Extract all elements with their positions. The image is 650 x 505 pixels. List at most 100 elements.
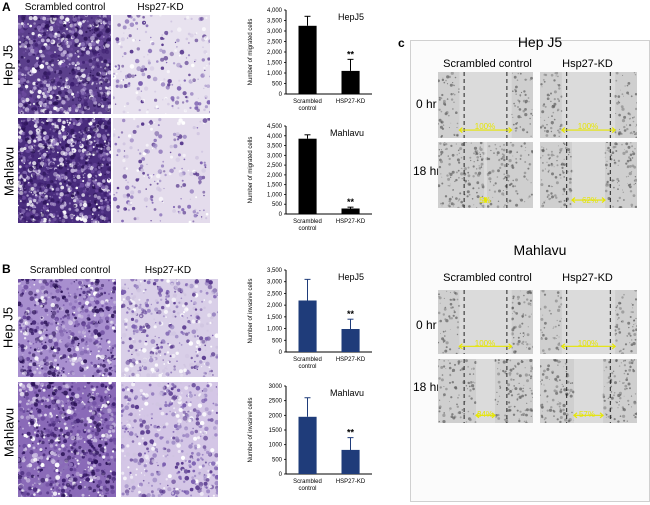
cell-dot <box>87 178 91 182</box>
cell-dot <box>19 400 22 403</box>
cell-dot <box>88 330 90 332</box>
cell-dot <box>68 373 69 374</box>
category-label: HSP27-KD <box>336 219 366 225</box>
cell-dot <box>71 446 74 449</box>
cell-dot <box>180 301 183 304</box>
cell-dot <box>52 346 53 347</box>
cell-dot <box>91 332 93 334</box>
cell-dot <box>57 215 60 218</box>
cell-dot <box>87 429 90 432</box>
micrograph-b-mahlavu-control <box>18 382 116 497</box>
cell-dot <box>24 121 28 125</box>
cell-dot <box>165 332 169 336</box>
cell-dot <box>43 160 44 161</box>
cell-dot <box>18 16 19 18</box>
cell-dot <box>43 389 46 392</box>
cell-dot <box>166 62 167 63</box>
cell-dot <box>112 471 116 476</box>
cell-dot <box>99 317 101 319</box>
cell-dot <box>74 212 76 214</box>
cell-dot <box>155 348 157 350</box>
cell-dot <box>62 467 66 471</box>
cell-dot <box>192 461 196 465</box>
cell-dot <box>20 344 24 348</box>
cell-dot <box>38 371 41 374</box>
cell-dot <box>22 478 24 480</box>
cell-dot <box>18 118 20 121</box>
cell-dot <box>153 144 158 149</box>
cell-dot <box>67 348 71 352</box>
cell-dot <box>162 38 164 40</box>
cell-dot <box>74 441 77 444</box>
cell-dot <box>125 19 130 24</box>
cell-dot <box>134 433 137 436</box>
cell-dot <box>44 321 48 325</box>
cell-dot <box>157 480 160 483</box>
cell-dot <box>159 483 161 485</box>
cell-dot <box>161 279 164 282</box>
cell-dot <box>70 177 71 178</box>
cell-dot <box>21 56 24 59</box>
cell-dot <box>57 152 59 154</box>
cell-dot <box>90 354 91 355</box>
cell-dot <box>158 169 163 174</box>
cell-dot <box>35 82 38 85</box>
cell-dot <box>60 318 62 320</box>
cell-dot <box>47 414 51 418</box>
cell-dot <box>43 453 46 456</box>
cell-dot <box>126 424 131 429</box>
cell-dot <box>41 441 45 445</box>
cell-dot <box>41 120 42 121</box>
cell-dot <box>53 106 57 110</box>
cell-dot <box>83 69 85 71</box>
cell-dot <box>18 494 21 497</box>
cell-dot <box>132 207 135 210</box>
cell-dot <box>65 310 69 314</box>
cell-dot <box>58 119 62 123</box>
cell-dot <box>36 198 38 200</box>
cell-dot <box>61 100 65 104</box>
cell-dot <box>28 467 31 470</box>
cell-dot <box>100 382 101 383</box>
cell-dot <box>45 122 48 125</box>
cell-dot <box>22 386 26 390</box>
cell-dot <box>79 83 81 85</box>
cell-dot <box>202 58 205 61</box>
cell-dot <box>84 480 85 481</box>
cell-dot <box>88 466 90 468</box>
cell-dot <box>191 18 193 20</box>
cell-dot <box>88 293 90 295</box>
cell-dot <box>181 168 183 170</box>
cell-dot <box>34 402 38 406</box>
cell-dot <box>98 54 100 56</box>
cell-dot <box>135 285 139 289</box>
cell-dot <box>72 119 76 123</box>
category-label: HSP27-KD <box>336 99 366 105</box>
cell-dot <box>78 441 80 443</box>
cell-dot <box>76 279 78 281</box>
cell-dot <box>155 448 158 451</box>
cell-dot <box>161 67 164 70</box>
cell-dot <box>58 55 60 57</box>
cell-dot <box>39 152 41 154</box>
cell-dot <box>89 398 93 402</box>
cell-dot <box>130 389 133 392</box>
cell-dot <box>70 97 72 99</box>
cell-dot <box>122 445 125 448</box>
cell-dot <box>37 323 39 325</box>
cell-dot <box>137 417 140 420</box>
bar <box>342 71 360 94</box>
cell-dot <box>54 78 55 79</box>
cell-dot <box>56 211 57 212</box>
cell-dot <box>31 427 34 430</box>
cell-dot <box>175 412 177 414</box>
cell-dot <box>140 164 143 167</box>
cell-dot <box>173 407 175 409</box>
cell-dot <box>123 25 127 29</box>
cell-dot <box>120 71 122 73</box>
cell-dot <box>76 84 79 87</box>
cell-dot <box>94 437 96 439</box>
cell-dot <box>67 89 72 94</box>
